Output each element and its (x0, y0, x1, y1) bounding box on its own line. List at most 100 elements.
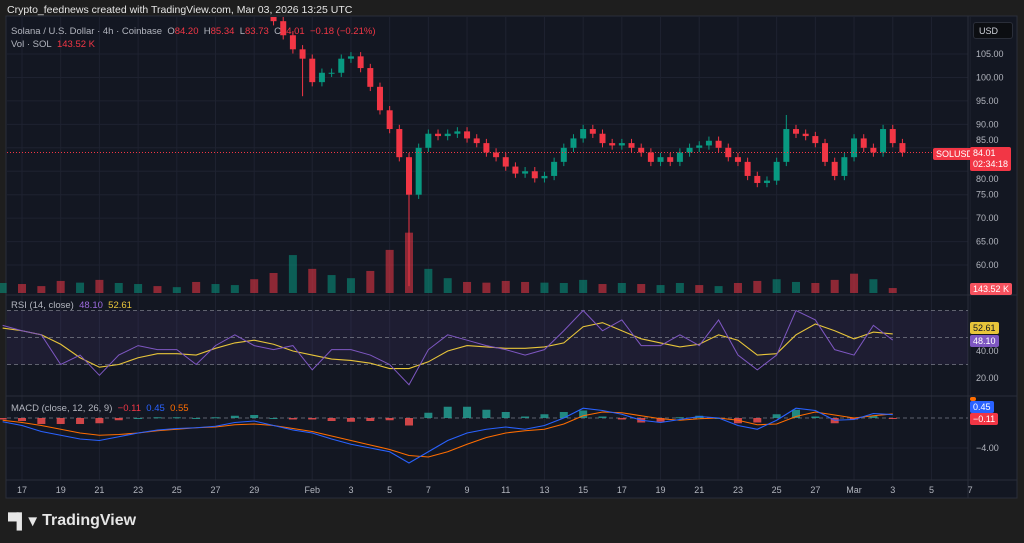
volume-bar (424, 268, 433, 293)
time-tick-label: 23 (133, 485, 143, 495)
volume-bar (95, 279, 104, 293)
macd-histogram-bar (172, 417, 181, 419)
volume-bar (250, 279, 259, 293)
volume-bar (327, 275, 336, 293)
time-tick-label: 5 (387, 485, 392, 495)
volume-bars (0, 232, 897, 293)
rsi-band-fill (7, 310, 968, 365)
time-tick-label: 3 (348, 485, 353, 495)
candle-body (889, 129, 896, 144)
candle-body (812, 136, 819, 144)
volume-legend[interactable]: Vol · SOL 143.52 K (11, 39, 95, 50)
macd-histogram-bar (598, 416, 607, 418)
price-tick-label: 70.00 (976, 213, 999, 223)
axes: 17 19 21 23 25 27 29 Feb 3 5 7 9 11 13 15 17 19 21 23 25 27 M… (17, 49, 1004, 495)
volume-bar (56, 280, 65, 293)
symbol-legend[interactable]: Solana / U.S. Dollar · 4h · Coinbase O84… (11, 26, 376, 37)
volume-bar (675, 283, 684, 293)
tradingview-logo[interactable]: ▀▌▼ TradingView (8, 512, 136, 530)
macd-histogram-bar (772, 414, 781, 418)
candle-body (270, 17, 277, 22)
price-tick-label: 85.00 (976, 135, 999, 145)
volume-bar (172, 287, 181, 293)
candle-body (763, 180, 770, 183)
macd-histogram-bar (385, 418, 394, 421)
volume-bar (385, 249, 394, 293)
rsi-ma-line (2, 322, 893, 370)
grid-lines (7, 17, 971, 480)
candle-body (512, 166, 519, 174)
time-tick-label: 25 (772, 485, 782, 495)
volume-bar (637, 284, 646, 293)
candle-body (880, 129, 887, 153)
candle-body (425, 133, 432, 148)
candle-body (347, 56, 354, 59)
macd-histogram-bar (0, 418, 7, 420)
open-value: 84.20 (174, 26, 199, 37)
candle-body (280, 21, 287, 36)
volume-value: 143.52 K (56, 39, 95, 50)
candle-body (831, 161, 838, 176)
candles (7, 17, 968, 287)
candle-body (783, 129, 790, 162)
rsi-ma-value: 52.61 (108, 300, 132, 311)
candle-body (541, 175, 548, 179)
candle-body (299, 49, 306, 59)
macd-histogram-bar (230, 415, 239, 418)
rsi-tick-label: 40.00 (976, 346, 999, 356)
volume-bar (443, 278, 452, 293)
candle-body (899, 143, 906, 153)
macd-histogram-bar (114, 418, 123, 421)
candle-body (734, 157, 741, 162)
macd-histogram-bar (95, 418, 104, 424)
bar-countdown: 02:34:18 (973, 159, 1009, 169)
macd-histogram-bar (250, 415, 259, 418)
candle-body (386, 110, 393, 130)
candle-body (802, 133, 809, 137)
time-tick-label: Mar (846, 485, 862, 495)
change-value: −0.18 (−0.21%) (310, 26, 376, 37)
symbol-price-tag: SOLUSD (933, 148, 977, 160)
macd-legend[interactable]: MACD (close, 12, 26, 9) −0.11 0.45 0.55 (11, 403, 189, 414)
macd-label: MACD (close, 12, 26, 9) (11, 403, 113, 414)
time-tick-label: 7 (426, 485, 431, 495)
rsi-pane (2, 309, 968, 386)
candle-body (289, 35, 296, 50)
macd-histogram-bar (482, 409, 491, 418)
macd-histogram-bar (792, 409, 800, 418)
macd-histogram-bar (869, 415, 878, 418)
open-label: O (167, 26, 175, 37)
macd-histogram-bar (617, 418, 626, 420)
volume-bar (540, 282, 549, 293)
candle-body (502, 157, 509, 167)
macd-tag: 0.45 (970, 401, 994, 413)
time-tick-label: 11 (501, 485, 510, 495)
time-tick-label: 7 (968, 485, 973, 495)
candle-body (435, 133, 442, 137)
candle-body (860, 138, 867, 148)
rsi-value: 48.10 (79, 300, 103, 311)
volume-tag: 143.52 K (970, 283, 1013, 295)
signal-tag (970, 397, 976, 401)
time-tick-label: 27 (810, 485, 820, 495)
volume-bar (37, 286, 46, 293)
rsi-line (2, 309, 894, 386)
candle-body (841, 157, 848, 176)
high-label: H (203, 26, 211, 37)
candle-body (647, 152, 654, 162)
macd-histogram-bar (288, 418, 297, 420)
macd-pane (0, 406, 968, 464)
macd-histogram-bar (888, 418, 897, 419)
candle-body (309, 58, 316, 83)
currency-selector[interactable]: USD (973, 22, 1013, 39)
volume-bar (366, 270, 375, 293)
rsi-legend[interactable]: RSI (14, close) 48.10 52.61 (11, 300, 132, 311)
candle-body (870, 147, 877, 153)
macd-histogram-bar (269, 418, 278, 419)
macd-histogram-bar (540, 414, 549, 418)
candle-body (396, 129, 403, 158)
candle-body (522, 171, 529, 174)
macd-histogram-bar (675, 417, 684, 419)
macd-histogram-bar (656, 418, 665, 422)
